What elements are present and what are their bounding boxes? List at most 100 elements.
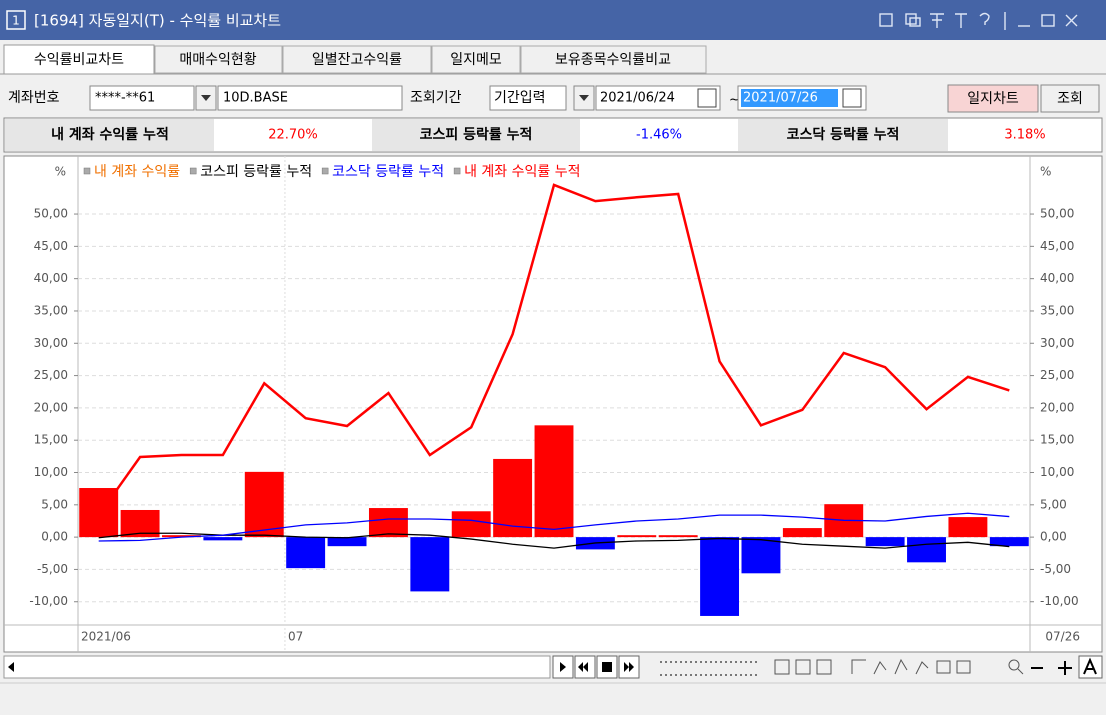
bar [782,528,822,538]
y-tick-label: 30,00 [34,336,68,350]
summary-label: 코스피 등락률 누적 [420,126,533,143]
tab-label[interactable]: 수익률비교차트 [34,52,124,68]
button-label[interactable]: 조회 [1057,91,1083,107]
account-label: 계좌번호 [8,90,60,106]
scrollbar[interactable] [3,655,551,679]
y-tick-label: 25,00 [1040,368,1074,382]
summary-value: 3.18% [1004,128,1045,143]
dropdown-arrow [201,95,211,101]
y-tick-label: -10,00 [1040,594,1079,608]
account-input[interactable] [89,85,195,111]
title-bar [0,0,1106,40]
legend-label: 코스닥 등락률 누적 [332,164,444,180]
bar [700,537,740,616]
y-tick-label: 45,00 [34,239,68,253]
summary-label-cell [738,119,948,151]
y-unit: % [55,165,66,179]
button-label[interactable]: 일지차트 [967,91,1019,107]
tab-label[interactable]: 보유종목수익률비교 [555,52,671,68]
toolbar-icons[interactable] [774,658,1072,675]
dropdown-arrow [579,95,589,101]
y-tick-label: 20,00 [1040,400,1074,414]
y-tick-label: -10,00 [29,594,68,608]
bar [368,508,408,538]
x-tick-label: 07/26 [1045,630,1080,644]
y-tick-label: 25,00 [34,368,68,382]
summary-label: 내 계좌 수익률 누적 [51,126,169,143]
zoom-slider[interactable] [660,661,758,676]
selection [741,89,838,107]
window-title: [1694] 자동일지(T) - 수익률 비교차트 [34,12,281,30]
bar [948,517,988,538]
calendar-button[interactable] [697,88,717,108]
tab[interactable] [282,45,432,74]
calendar-button[interactable] [842,88,862,108]
y-tick-label: 35,00 [1040,303,1074,317]
y-tick-label: 5,00 [1040,497,1067,511]
y-tick-label: 40,00 [34,271,68,285]
summary-value: -1.46% [636,128,682,143]
y-tick-label: 5,00 [41,497,68,511]
legend-marker [453,167,461,175]
chart-panel [3,155,1103,653]
window-number: 1 [12,14,20,28]
tab-label[interactable]: 매매수익현황 [179,52,256,68]
tab-active[interactable] [3,44,155,75]
y-tick-label: 10,00 [34,465,68,479]
tab[interactable] [520,45,707,74]
legend-marker [321,167,329,175]
period-mode-select[interactable] [489,85,567,111]
scroll-left[interactable] [8,662,14,672]
bar [493,458,533,538]
account-name: 10D.BASE [223,91,288,106]
window-number-box [6,10,26,30]
tab[interactable] [431,45,521,74]
x-tick-label: 07 [288,630,303,644]
summary-label: 코스닥 등락률 누적 [787,126,900,143]
bar [162,535,201,538]
bar [741,537,781,574]
y-tick-label: 15,00 [1040,433,1074,447]
bar [658,535,698,538]
y-tick-label: 35,00 [34,303,68,317]
account-name-box [217,85,403,111]
legend-label: 내 계좌 수익률 누적 [464,164,580,180]
search-button[interactable] [1040,84,1100,113]
line [98,512,1010,542]
y-tick-label: 15,00 [34,433,68,447]
bar [534,425,574,538]
window-controls[interactable] [879,12,1078,30]
bar [203,537,243,541]
y-tick-label: 20,00 [34,400,68,414]
font-icon [1083,657,1097,675]
y-tick-label: -5,00 [37,562,68,576]
journal-chart-button[interactable] [947,84,1039,113]
bar [907,537,946,563]
y-tick-label: 45,00 [1040,239,1074,253]
line [98,532,1010,549]
bar [865,537,905,547]
line [97,183,1010,516]
y-tick-label: 10,00 [1040,465,1074,479]
bar [989,537,1029,547]
legend-label: 내 계좌 수익률 [94,164,180,180]
y-tick-label: 50,00 [34,207,68,221]
period-mode: 기간입력 [494,90,546,106]
legend-marker [83,167,91,175]
y-tick-label: -5,00 [1040,562,1071,576]
y-tick-label: 50,00 [1040,207,1074,221]
bar [451,511,491,538]
summary-label-cell [372,119,580,151]
bar [286,537,326,569]
x-tick-label: 2021/06 [81,630,131,644]
tab[interactable] [154,45,283,74]
end-date: 2021/07/26 [743,91,818,106]
y-tick-label: 0,00 [41,530,68,544]
tab-label[interactable]: 일지메모 [450,52,502,68]
bar [244,471,284,538]
legend-marker [189,167,197,175]
chart: 50,00 50,00 45,00 45,00 40,00 40,00 35,00 35,00… [29,156,1080,652]
tab-label[interactable]: 일별잔고수익률 [312,52,402,68]
period-label: 조회기간 [410,90,462,106]
legend-label: 코스피 등락률 누적 [200,164,312,180]
